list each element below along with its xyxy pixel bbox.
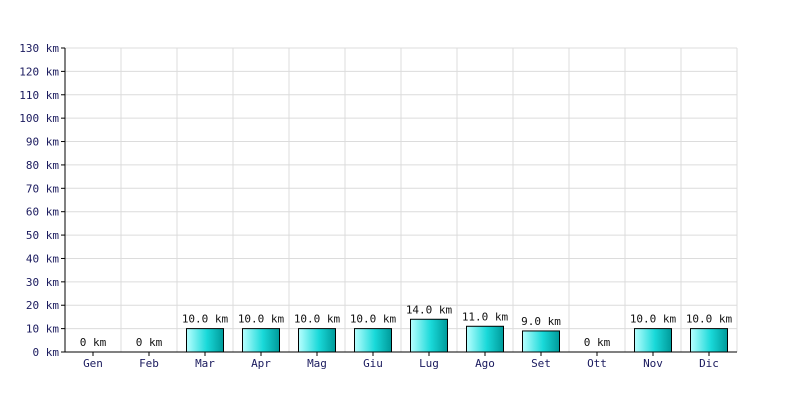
- y-tick-label: 50 km: [26, 229, 59, 242]
- y-tick-label: 70 km: [26, 182, 59, 195]
- bars: [186, 318, 728, 353]
- data-label: 0 km: [80, 336, 107, 349]
- x-tick-label: Nov: [643, 357, 663, 370]
- data-label: 0 km: [136, 336, 163, 349]
- y-tick-label: 130 km: [19, 42, 59, 55]
- bar: [186, 328, 224, 353]
- x-tick-label: Mag: [307, 357, 327, 370]
- bar: [522, 330, 560, 353]
- data-label: 10.0 km: [294, 313, 341, 326]
- bar: [354, 328, 392, 353]
- x-tick-label: Set: [531, 357, 551, 370]
- bar: [466, 325, 504, 353]
- x-tick-label: Lug: [419, 357, 439, 370]
- data-label: 9.0 km: [521, 315, 561, 328]
- x-tick-label: Giu: [363, 357, 383, 370]
- y-tick-label: 90 km: [26, 136, 59, 149]
- y-tick-label: 0 km: [33, 346, 60, 359]
- x-tick-label: Dic: [699, 357, 719, 370]
- data-label: 10.0 km: [182, 313, 229, 326]
- y-tick-label: 100 km: [19, 112, 59, 125]
- y-tick-label: 40 km: [26, 252, 59, 265]
- y-tick-label: 60 km: [26, 206, 59, 219]
- y-tick-label: 110 km: [19, 89, 59, 102]
- x-tick-label: Gen: [83, 357, 103, 370]
- bar: [242, 328, 280, 353]
- data-label: 10.0 km: [238, 313, 285, 326]
- data-label: 10.0 km: [686, 313, 733, 326]
- x-tick-label: Mar: [195, 357, 215, 370]
- x-tick-label: Ott: [587, 357, 607, 370]
- x-tick-label: Ago: [475, 357, 495, 370]
- x-tick-labels: Gen Feb Mar Apr Mag Giu Lug Ago Set Ott Nov Dic: [83, 357, 719, 370]
- grid-lines: [65, 47, 738, 352]
- data-label: 14.0 km: [406, 303, 453, 316]
- data-label: 11.0 km: [462, 310, 509, 323]
- x-tick-label: Feb: [139, 357, 159, 370]
- y-tick-label: 120 km: [19, 65, 59, 78]
- y-tick-label: 30 km: [26, 276, 59, 289]
- y-tick-label: 20 km: [26, 299, 59, 312]
- axes: [61, 47, 737, 356]
- data-labels: 0 km 0 km 10.0 km 10.0 km 10.0 km 10.0 km 14.0…: [80, 303, 733, 349]
- y-tick-label: 80 km: [26, 159, 59, 172]
- data-label: 10.0 km: [630, 313, 677, 326]
- data-label: 0 km: [584, 336, 611, 349]
- bar: [410, 318, 448, 353]
- data-label: 10.0 km: [350, 313, 397, 326]
- x-tick-label: Apr: [251, 357, 271, 370]
- bar: [634, 328, 672, 353]
- bar: [690, 328, 728, 353]
- bar: [298, 328, 336, 353]
- y-tick-label: 10 km: [26, 323, 59, 336]
- y-tick-labels: 0 km 10 km 20 km 30 km 40 km 50 km 60 km 70 km 8…: [19, 42, 59, 359]
